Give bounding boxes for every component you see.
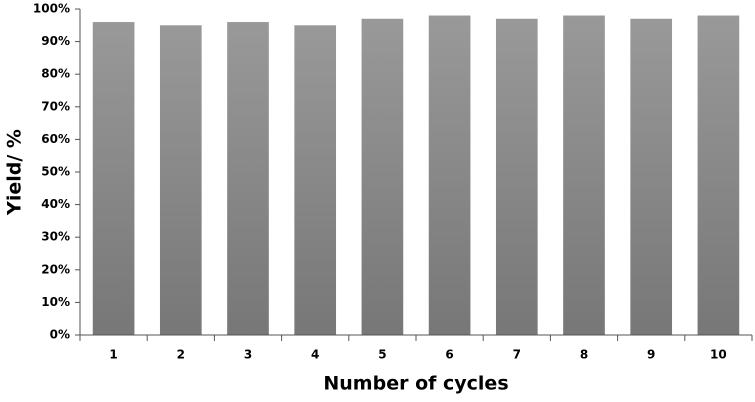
y-tick-label: 20% [41, 262, 70, 276]
y-tick-label: 10% [41, 295, 70, 309]
bar [159, 25, 202, 336]
x-tick-label: 3 [244, 348, 252, 362]
x-axis-label: Number of cycles [323, 373, 508, 395]
bar [495, 18, 538, 336]
x-tick-label: 7 [513, 348, 521, 362]
y-tick-label: 0% [50, 328, 70, 342]
y-tick-label: 30% [41, 230, 70, 244]
x-tick-label: 8 [580, 348, 588, 362]
x-tick-label: 1 [109, 348, 117, 362]
x-tick-label: 9 [647, 348, 655, 362]
bar [697, 15, 740, 336]
y-tick-label: 40% [41, 197, 70, 211]
bar [294, 25, 337, 336]
y-tick-label: 50% [41, 165, 70, 179]
y-tick-label: 100% [33, 2, 70, 16]
x-tick-label: 4 [311, 348, 319, 362]
bar [563, 15, 605, 336]
bar [227, 22, 269, 335]
x-tick-label: 6 [445, 348, 453, 362]
y-axis-label: Yield/ % [4, 129, 26, 216]
x-tick-label: 5 [378, 348, 386, 362]
y-tick-label: 80% [41, 67, 70, 81]
x-tick-label: 10 [710, 348, 727, 362]
bar [92, 22, 135, 335]
y-tick-label: 60% [41, 132, 70, 146]
x-tick-label: 2 [177, 348, 185, 362]
bar [361, 18, 404, 336]
bar [630, 18, 673, 336]
y-tick-label: 70% [41, 99, 70, 113]
bar [428, 15, 471, 336]
y-tick-label: 90% [41, 34, 70, 48]
